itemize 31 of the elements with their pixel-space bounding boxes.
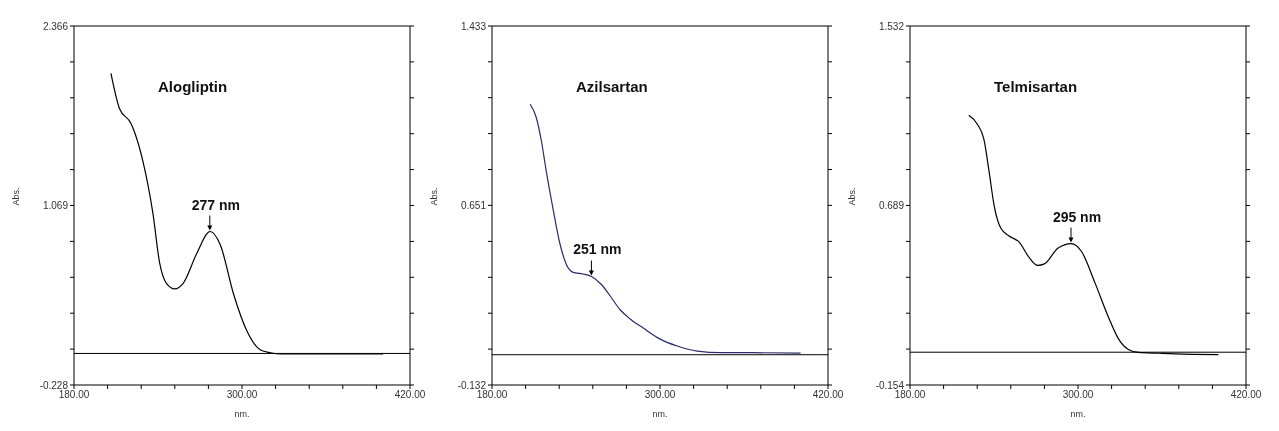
x-tick-label: 300.00 <box>1062 389 1094 401</box>
line-series <box>529 103 802 354</box>
y-tick-label: 1.433 <box>460 20 487 32</box>
y-tick-label: 1.532 <box>878 20 905 32</box>
x-axis-title: nm. <box>1070 409 1086 419</box>
y-axis-title: Abs. <box>11 187 22 206</box>
text: Alogliptin <box>158 78 228 95</box>
x-tick-label: 180.00 <box>58 389 90 401</box>
text: Azilsartan <box>576 78 648 95</box>
annotation: 251 nm <box>573 241 622 258</box>
y-axis-title: Abs. <box>429 187 440 206</box>
x-axis-title: nm. <box>234 409 250 419</box>
x-axis-title: nm. <box>652 409 668 419</box>
x-tick-label: 180.00 <box>476 389 508 401</box>
annotation: 277 nm <box>191 196 240 213</box>
y-tick-label: 2.366 <box>42 20 69 32</box>
y-tick-label: 0.651 <box>460 199 487 211</box>
y-tick-label: 0.689 <box>878 200 905 212</box>
y-tick-label: -0.228 <box>39 379 69 391</box>
x-tick-label: 180.00 <box>894 389 926 401</box>
y-tick-label: 1.069 <box>42 200 69 212</box>
text: Telmisartan <box>994 78 1078 95</box>
x-tick-label: 300.00 <box>226 389 258 401</box>
x-tick-label: 420.00 <box>1230 389 1262 401</box>
y-tick-label: -0.154 <box>875 379 905 391</box>
x-tick-label: 300.00 <box>644 389 676 401</box>
x-tick-label: 420.00 <box>812 389 844 401</box>
y-axis-title: Abs. <box>847 187 858 206</box>
y-tick-label: -0.132 <box>457 379 487 391</box>
x-tick-label: 420.00 <box>394 389 426 401</box>
annotation: 295 nm <box>1052 208 1102 225</box>
